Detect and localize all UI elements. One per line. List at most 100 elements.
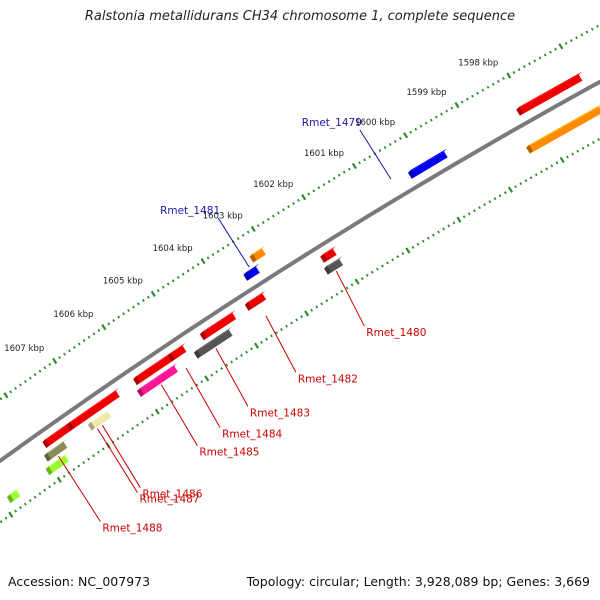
minor-tick: [581, 146, 585, 150]
minor-tick: [141, 299, 145, 302]
scale-tick-label: 1602 kbp: [253, 180, 293, 190]
minor-tick: [358, 161, 361, 165]
gene-feature[interactable]: [320, 246, 337, 263]
minor-tick: [597, 138, 600, 142]
minor-tick: [330, 295, 334, 299]
minor-tick: [23, 380, 27, 383]
minor-tick: [332, 176, 336, 180]
minor-tick: [96, 450, 100, 454]
gene-feature[interactable]: [243, 263, 260, 281]
gene-leader-line: [57, 455, 101, 522]
gene-feature-top: [244, 290, 266, 305]
minor-tick: [19, 506, 22, 510]
minor-tick: [116, 437, 120, 441]
gene-label[interactable]: Rmet_1488: [102, 522, 162, 534]
minor-tick: [245, 350, 248, 354]
gene-feature-top: [408, 148, 447, 173]
gene-feature[interactable]: [167, 342, 187, 362]
gene-feature[interactable]: [45, 452, 69, 476]
minor-tick: [310, 308, 314, 312]
minor-tick: [486, 85, 490, 89]
gene-feature-front: [88, 411, 112, 431]
gene-label[interactable]: Rmet_1486: [142, 489, 202, 501]
gene-feature-top: [137, 362, 178, 391]
minor-tick: [437, 230, 440, 234]
gene-feature[interactable]: [44, 438, 68, 462]
gene-feature[interactable]: [66, 387, 120, 431]
gene-label[interactable]: Rmet_1484: [222, 429, 282, 441]
minor-tick: [171, 279, 175, 283]
gene-feature-top: [200, 310, 236, 335]
gene-feature[interactable]: [137, 362, 178, 397]
gene-feature[interactable]: [526, 104, 600, 154]
scale-tick-label: 1598 kbp: [458, 58, 498, 68]
minor-tick: [230, 360, 233, 364]
gene-feature[interactable]: [408, 148, 448, 179]
gene-feature[interactable]: [516, 71, 583, 116]
minor-tick: [170, 400, 174, 404]
gene-labels: Rmet_1479 Rmet_1481 Rmet_1480 Rmet_1482 Rmet…: [102, 117, 426, 535]
minor-tick: [256, 224, 260, 228]
gene-label[interactable]: Rmet_1487: [139, 494, 199, 506]
minor-tick: [0, 397, 3, 401]
minor-tick: [498, 194, 502, 198]
minor-tick: [375, 267, 379, 271]
minor-tick: [131, 427, 135, 431]
gene-feature-front: [137, 365, 178, 397]
major-tick: [154, 408, 160, 415]
minor-tick: [471, 94, 474, 98]
major-tick: [403, 132, 409, 139]
gene-feature-side: [66, 421, 74, 431]
gene-feature-side: [249, 253, 257, 263]
gene-feature-front: [66, 390, 120, 431]
gene-feature[interactable]: [324, 256, 344, 275]
minor-tick: [337, 173, 341, 177]
minor-tick: [266, 217, 270, 221]
minor-tick: [447, 224, 451, 228]
gene-label[interactable]: Rmet_1480: [366, 327, 426, 339]
genome-backbone: [0, 79, 600, 464]
minor-tick: [365, 273, 369, 277]
major-tick: [250, 225, 256, 233]
gene-feature[interactable]: [249, 245, 266, 263]
gene-feature[interactable]: [88, 408, 112, 431]
backbone-layer: [0, 79, 600, 464]
gene-feature-side: [324, 265, 331, 275]
minor-tick: [424, 121, 428, 125]
minor-tick: [38, 492, 42, 496]
minor-tick: [287, 205, 290, 209]
gene-feature[interactable]: [42, 421, 71, 448]
gene-leader-line: [160, 384, 198, 447]
minor-tick: [445, 109, 449, 113]
minor-tick: [409, 130, 413, 134]
gene-feature[interactable]: [194, 326, 233, 359]
gene-label[interactable]: Rmet_1481: [160, 205, 220, 217]
accession-text: Accession: NC_007973: [8, 574, 151, 589]
gene-feature[interactable]: [244, 290, 267, 311]
gene-leader-line: [97, 428, 138, 493]
minor-tick: [141, 420, 144, 424]
gene-feature-top: [133, 352, 171, 380]
minor-tick: [48, 362, 52, 366]
minor-tick: [137, 302, 140, 306]
minor-tick: [550, 164, 554, 168]
gene-feature-front: [133, 355, 172, 386]
minor-tick: [325, 299, 329, 303]
gene-label[interactable]: Rmet_1482: [298, 373, 358, 385]
gene-feature-side: [167, 352, 175, 362]
minor-tick: [295, 318, 299, 322]
gene-feature-top: [42, 421, 70, 443]
gene-feature-top: [516, 71, 582, 110]
gene-feature[interactable]: [6, 487, 21, 504]
gene-feature[interactable]: [133, 352, 172, 386]
gene-feature-top: [88, 408, 111, 425]
minor-tick: [335, 292, 339, 296]
gene-label[interactable]: Rmet_1483: [250, 407, 310, 419]
minor-tick: [221, 246, 225, 250]
major-tick: [558, 43, 564, 50]
minor-tick: [545, 167, 549, 171]
gene-label[interactable]: Rmet_1485: [199, 447, 259, 459]
gene-feature[interactable]: [200, 310, 237, 341]
minor-tick: [363, 158, 367, 162]
gene-label[interactable]: Rmet_1479: [302, 117, 362, 129]
